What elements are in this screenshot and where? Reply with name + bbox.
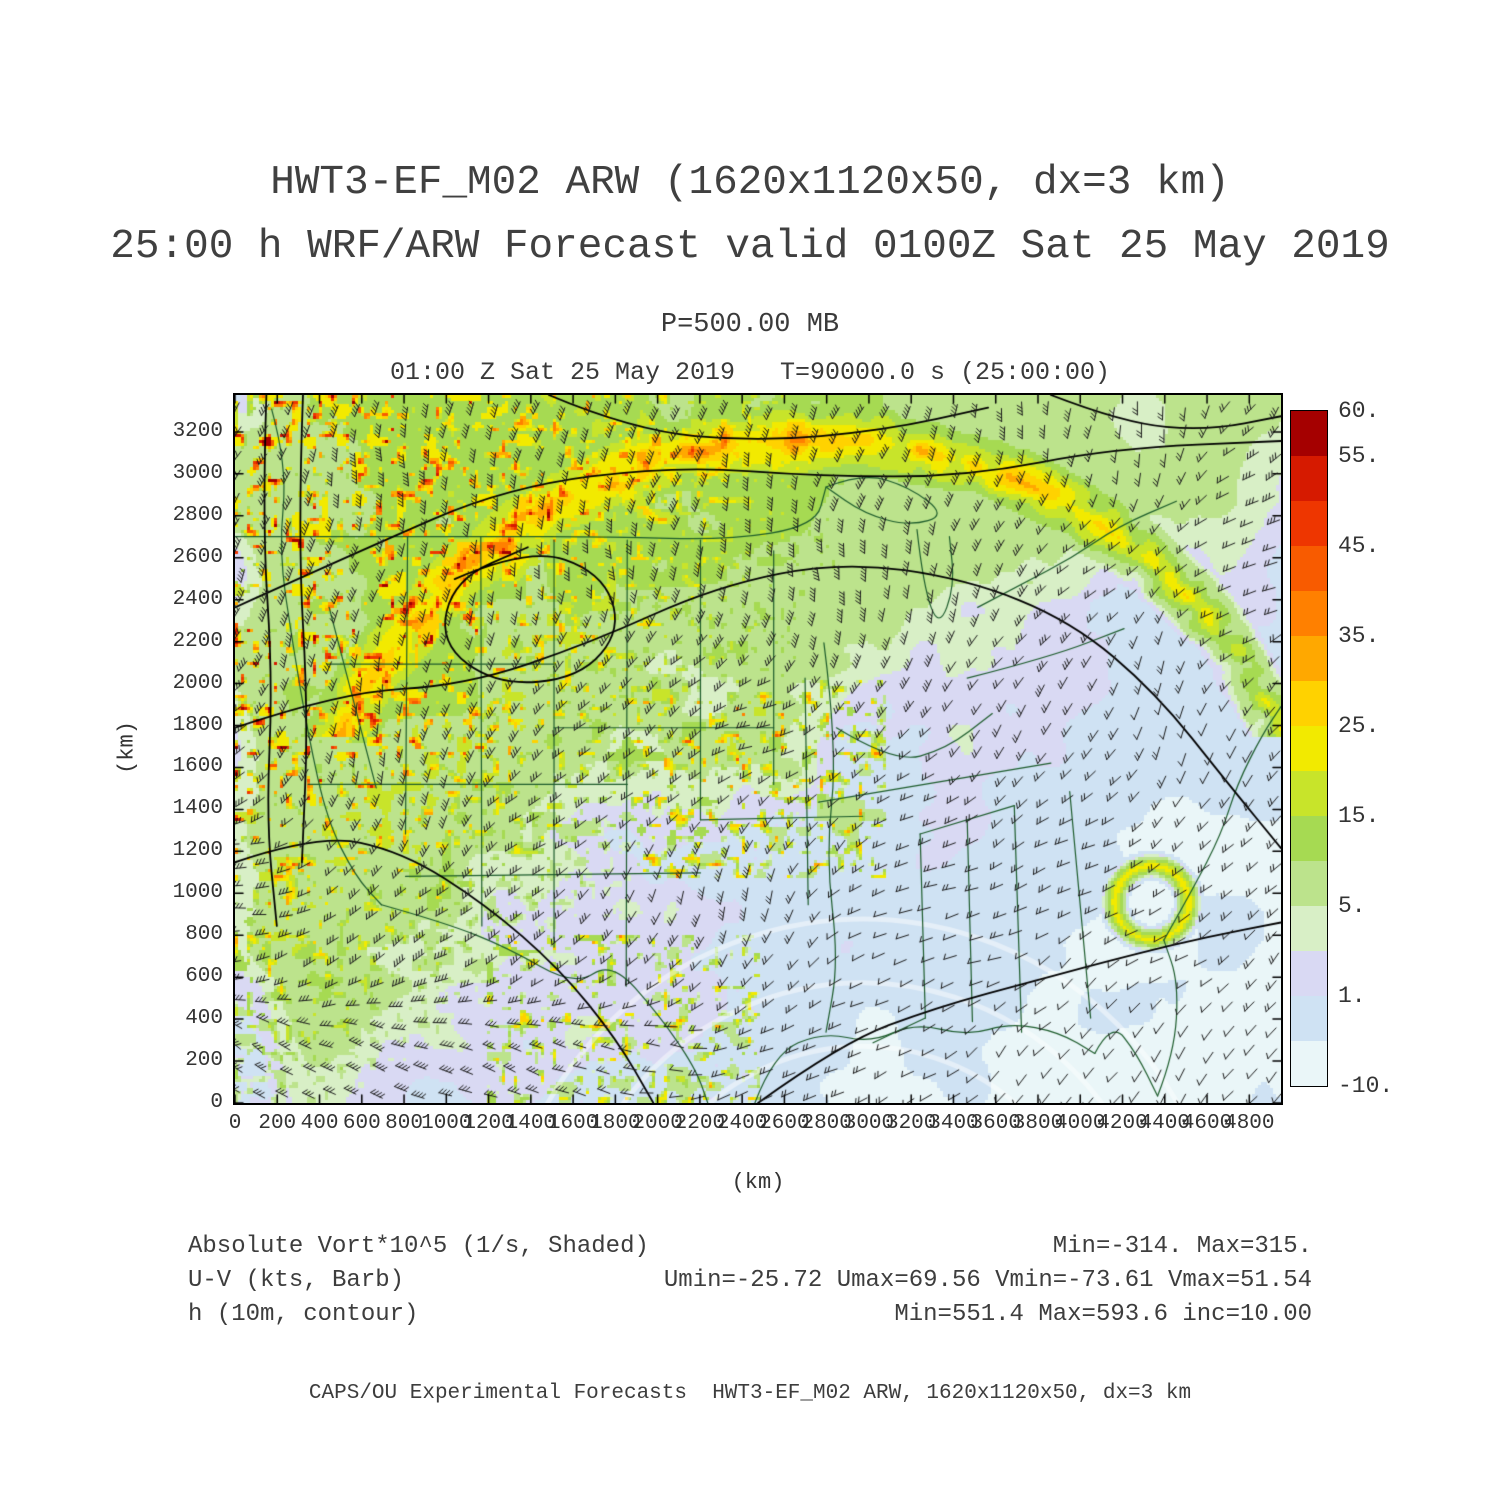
x-tick-label: 3000 [843, 1112, 895, 1135]
y-tick-label: 1200 [172, 839, 223, 863]
colorbar-segment [1291, 996, 1327, 1041]
y-tick-label: 3000 [172, 461, 223, 485]
x-tick-label: 400 [300, 1112, 339, 1135]
legend-row-shaded: Absolute Vort*10^5 (1/s, Shaded) Min=-31… [188, 1233, 1312, 1261]
x-tick-label: 3600 [970, 1112, 1021, 1135]
x-tick-label: 1200 [463, 1112, 514, 1135]
y-tick-label: 2400 [172, 587, 223, 611]
x-tick-label: 800 [385, 1112, 423, 1135]
title-line-1: HWT3-EF_M02 ARW (1620x1120x50, dx=3 km) [270, 160, 1230, 206]
y-tick-label: 1000 [172, 881, 223, 905]
colorbar-segment [1291, 636, 1327, 681]
y-tick-label: 0 [210, 1091, 223, 1114]
colorbar-segment [1291, 771, 1327, 816]
y-tick-label: 1400 [172, 797, 223, 821]
colorbar-tick-label: 25. [1338, 713, 1380, 739]
y-tick-label: 2800 [172, 503, 223, 527]
x-tick-label: 200 [258, 1112, 297, 1135]
x-axis-label: (km) [731, 1170, 785, 1195]
y-axis-label: (km) [114, 721, 140, 774]
x-tick-label: 4600 [1181, 1112, 1233, 1135]
y-tick-label: 3200 [172, 419, 223, 443]
y-tick-label: 2200 [172, 629, 223, 653]
x-tick-label: 3400 [928, 1112, 979, 1135]
colorbar-segment [1291, 816, 1327, 861]
x-tick-label: 600 [342, 1112, 381, 1135]
x-tick-label: 2800 [801, 1112, 852, 1135]
x-tick-label: 4800 [1224, 1112, 1275, 1135]
colorbar-segment [1291, 681, 1327, 726]
legend-row-wind: U-V (kts, Barb) Umin=-25.72 Umax=69.56 V… [188, 1267, 1312, 1295]
colorbar-tick-label: 15. [1338, 803, 1380, 829]
legend-height-field: h (10m, contour) [188, 1301, 419, 1328]
x-tick-label: 3200 [885, 1112, 937, 1135]
pressure-level-label: P=500.00 MB [660, 310, 840, 340]
y-tick-label: 2000 [172, 671, 223, 695]
colorbar-tick-label: 60. [1338, 398, 1380, 424]
colorbar-segment [1291, 1041, 1327, 1086]
legend-shaded-field: Absolute Vort*10^5 (1/s, Shaded) [188, 1233, 649, 1260]
colorbar-segment [1291, 456, 1327, 501]
colorbar-tick-label: 45. [1338, 533, 1380, 559]
colorbar-segment [1291, 411, 1327, 456]
x-tick-label: 1400 [505, 1112, 557, 1135]
colorbar-segment [1291, 951, 1327, 996]
x-tick-label: 1600 [547, 1112, 599, 1135]
x-tick-label: 2000 [632, 1112, 683, 1135]
y-tick-label: 2600 [172, 545, 223, 569]
x-tick-label: 2400 [716, 1112, 768, 1135]
legend-wind-minmax: Umin=-25.72 Umax=69.56 Vmin=-73.61 Vmax=… [663, 1267, 1312, 1294]
plot-time-header: 01:00 Z Sat 25 May 2019 T=90000.0 s (25:… [389, 358, 1111, 387]
colorbar-segment [1291, 861, 1327, 906]
footer-credit: CAPS/OU Experimental Forecasts HWT3-EF_M… [308, 1382, 1192, 1405]
forecast-map-canvas [235, 395, 1281, 1103]
x-tick-label: 3800 [1012, 1112, 1064, 1135]
colorbar-tick-label: 55. [1338, 443, 1380, 469]
x-tick-label: 4400 [1139, 1112, 1190, 1135]
legend-wind-field: U-V (kts, Barb) [188, 1267, 405, 1294]
x-tick-label: 4200 [1097, 1112, 1148, 1135]
map-frame [233, 393, 1283, 1105]
y-tick-label: 600 [185, 965, 223, 989]
colorbar-tick-label: 5. [1338, 893, 1366, 919]
colorbar-tick-label: 35. [1338, 623, 1380, 649]
title-line-2: 25:00 h WRF/ARW Forecast valid 0100Z Sat… [110, 224, 1390, 270]
legend-row-height: h (10m, contour) Min=551.4 Max=593.6 inc… [188, 1301, 1312, 1329]
y-tick-label: 800 [185, 923, 223, 947]
colorbar-segment [1291, 546, 1327, 591]
colorbar [1290, 410, 1328, 1087]
colorbar-segment [1291, 906, 1327, 951]
legend-shaded-minmax: Min=-314. Max=315. [1052, 1233, 1312, 1260]
colorbar-tick-label: -10. [1338, 1073, 1394, 1099]
colorbar-segment [1291, 501, 1327, 546]
y-tick-label: 400 [185, 1007, 223, 1031]
y-tick-label: 200 [185, 1049, 223, 1073]
x-tick-label: 1800 [590, 1112, 641, 1135]
colorbar-segment [1291, 726, 1327, 771]
x-tick-label: 0 [228, 1112, 242, 1135]
colorbar-tick-label: 1. [1338, 983, 1366, 1009]
x-tick-label: 4000 [1055, 1112, 1106, 1135]
x-tick-label: 2200 [674, 1112, 726, 1135]
legend-height-minmax: Min=551.4 Max=593.6 inc=10.00 [894, 1301, 1312, 1328]
colorbar-segment [1291, 591, 1327, 636]
x-tick-label: 2600 [759, 1112, 810, 1135]
x-tick-label: 1000 [421, 1112, 472, 1135]
